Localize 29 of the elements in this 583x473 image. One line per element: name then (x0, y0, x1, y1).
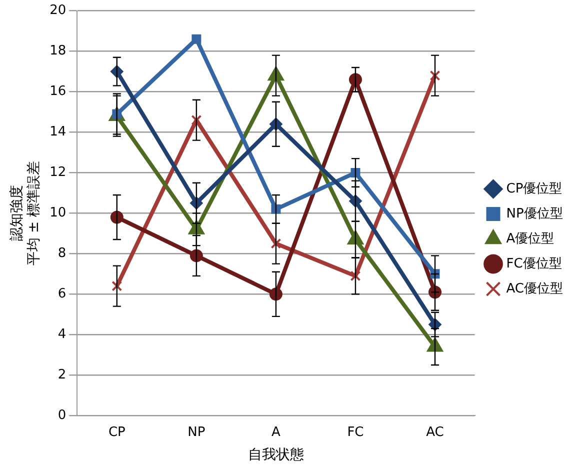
y-tick-label: 14 (50, 124, 66, 140)
y-tick-label: 10 (50, 206, 66, 221)
x-axis-title: 自我状態 (248, 447, 304, 464)
point (192, 34, 202, 44)
point (270, 238, 282, 249)
x-tick-label: AC (426, 424, 444, 440)
y-tick-label: 12 (50, 165, 66, 180)
legend-label: NP優位型 (506, 206, 563, 222)
x-tick-label: FC (347, 424, 364, 440)
y-tick-label: 8 (58, 246, 66, 262)
x-tick-label: NP (188, 424, 206, 440)
legend-label: FC優位型 (506, 256, 562, 272)
point (350, 270, 361, 282)
point (430, 70, 440, 81)
legend-label: A優位型 (506, 231, 554, 246)
legend-label: AC優位型 (506, 281, 564, 296)
x-tick-label: A (271, 424, 280, 440)
point (191, 114, 202, 126)
y-tick-label: 2 (58, 367, 66, 382)
y-tick-label: 4 (58, 327, 66, 342)
x-tick-label: CP (108, 424, 126, 440)
legend-label: CP優位型 (506, 181, 562, 196)
y-axis-title: 認知強度平均 ± 標準誤差 (9, 160, 42, 266)
y-tick-label: 16 (50, 84, 66, 100)
y-tick-label: 0 (58, 408, 66, 423)
y-tick-label: 18 (50, 44, 66, 59)
point (112, 280, 122, 292)
y-tick-label: 20 (50, 3, 66, 18)
y-tick-label: 6 (58, 286, 66, 302)
